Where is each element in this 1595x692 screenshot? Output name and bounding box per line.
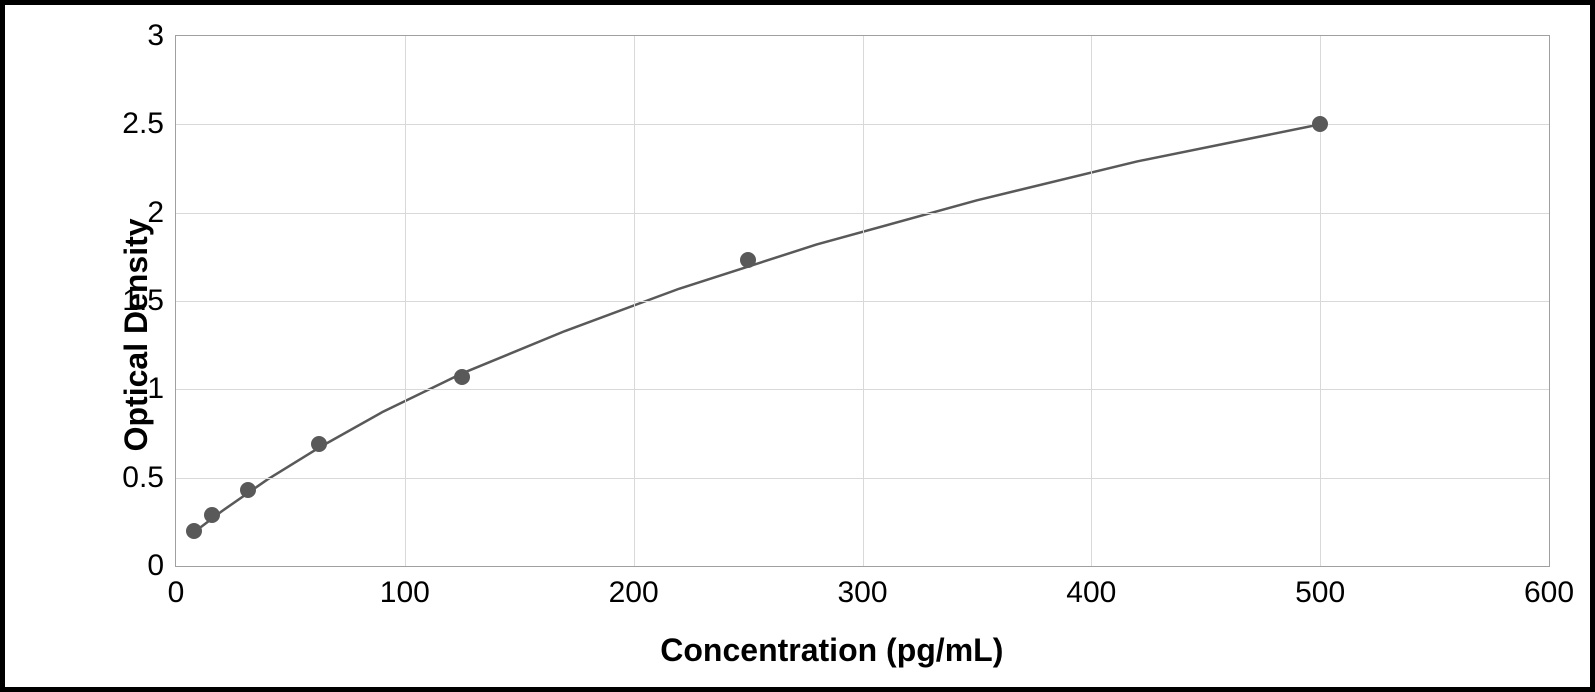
plot-area: 010020030040050060000.511.522.53 xyxy=(175,35,1550,567)
y-tick-label: 2 xyxy=(147,196,176,230)
y-tick-label: 0 xyxy=(147,549,176,583)
y-tick-label: 1.5 xyxy=(122,284,176,318)
y-axis-title: Optical Density xyxy=(118,218,155,451)
gridline-horizontal xyxy=(176,213,1549,214)
data-point xyxy=(204,507,220,523)
y-tick-label: 2.5 xyxy=(122,107,176,141)
y-tick-label: 1 xyxy=(147,372,176,406)
data-point xyxy=(454,369,470,385)
data-point xyxy=(311,436,327,452)
y-tick-label: 0.5 xyxy=(122,461,176,495)
gridline-horizontal xyxy=(176,389,1549,390)
data-point xyxy=(186,523,202,539)
data-point xyxy=(740,252,756,268)
chart-frame: Optical Density Concentration (pg/mL) 01… xyxy=(0,0,1595,692)
x-tick-label: 300 xyxy=(837,566,887,610)
chart-container: Optical Density Concentration (pg/mL) 01… xyxy=(15,15,1580,677)
x-tick-label: 200 xyxy=(609,566,659,610)
gridline-horizontal xyxy=(176,124,1549,125)
curve-path xyxy=(194,124,1320,532)
gridline-horizontal xyxy=(176,478,1549,479)
x-tick-label: 500 xyxy=(1295,566,1345,610)
gridline-horizontal xyxy=(176,301,1549,302)
x-tick-label: 600 xyxy=(1524,566,1574,610)
x-axis-title: Concentration (pg/mL) xyxy=(660,632,1003,669)
x-tick-label: 100 xyxy=(380,566,430,610)
data-point xyxy=(240,482,256,498)
y-tick-label: 3 xyxy=(147,19,176,53)
x-tick-label: 400 xyxy=(1066,566,1116,610)
data-point xyxy=(1312,116,1328,132)
